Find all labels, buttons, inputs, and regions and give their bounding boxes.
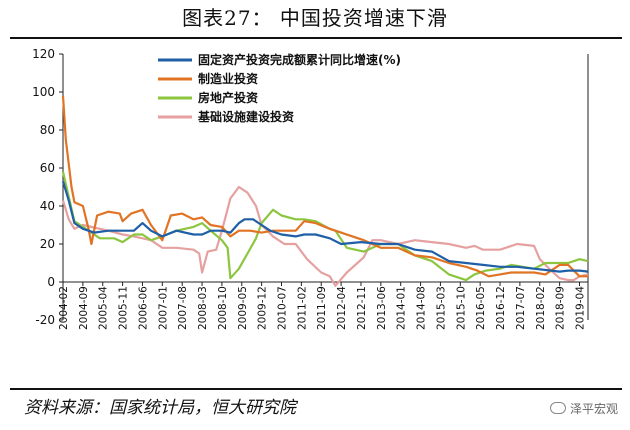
series-line (61, 171, 589, 282)
x-tick-label: 2006-06 (137, 286, 149, 330)
x-tick-label: 2015-03 (435, 286, 447, 330)
frame-bottom-rule (10, 388, 622, 390)
x-tick-label: 2005-11 (118, 286, 130, 330)
x-tick-label: 2005-04 (98, 286, 110, 330)
x-tick-label: 2013-06 (376, 286, 388, 330)
x-tick-label: 2018-09 (555, 286, 567, 330)
legend-label: 制造业投资 (198, 71, 258, 86)
wechat-icon (549, 402, 566, 414)
series-line (61, 180, 589, 273)
y-tick-label: 20 (40, 237, 55, 251)
axes-layer: -20 0 20 40 60 80 100 120 2004-02 2004-09 2005-04 2… (32, 47, 589, 330)
x-tick-label: 2016-12 (495, 286, 507, 330)
legend-label: 房地产投资 (198, 90, 258, 105)
x-tick-label: 2009-12 (257, 286, 269, 330)
y-tick-label: 100 (32, 85, 55, 99)
x-tick-label: 2018-02 (535, 286, 547, 330)
series-line (61, 95, 588, 278)
x-tick-label: 2007-01 (157, 286, 169, 330)
x-tick-label: 2019-04 (574, 286, 586, 330)
x-tick-label: 2012-04 (336, 286, 348, 330)
x-tick-label: 2014-08 (416, 286, 428, 330)
x-tick-label: 2014-01 (396, 286, 408, 330)
x-tick-label: 2010-07 (277, 286, 289, 330)
x-tick-label: 2004-02 (58, 286, 70, 330)
watermark-text: 泽平宏观 (569, 402, 618, 416)
x-tick-label: 2008-03 (197, 286, 209, 330)
source-note: 资料来源：国家统计局，恒大研究院 (24, 398, 296, 418)
x-tick-label: 2012-11 (356, 286, 368, 330)
frame-top-rule (10, 37, 622, 39)
x-tick-label: 2009-05 (237, 286, 249, 330)
investment-line-chart: -20 0 20 40 60 80 100 120 2004-02 2004-09 2005-04 2… (32, 47, 589, 330)
legend-label: 基础设施建设投资 (197, 109, 294, 124)
x-tick-label: 2011-09 (316, 286, 328, 330)
x-tick-label: 2008-10 (217, 286, 229, 330)
x-tick-label: 2007-08 (177, 286, 189, 330)
x-tick-label: 2015-10 (455, 286, 467, 330)
legend-label: 固定资产投资完成额累计同比增速(%) (198, 52, 401, 67)
y-tick-label: 120 (32, 47, 55, 61)
x-tick-label: 2011-02 (296, 286, 308, 330)
y-tick-label: 80 (40, 123, 55, 137)
x-tick-label: 2017-07 (515, 286, 527, 330)
series-layer (61, 95, 589, 287)
y-tick-label: 0 (47, 275, 55, 289)
page-title: 图表27： 中国投资增速下滑 (182, 6, 448, 30)
y-tick-label: -20 (35, 313, 55, 327)
x-tick-label: 2004-09 (78, 286, 90, 330)
watermark: 泽平宏观 (549, 400, 618, 417)
x-tick-label: 2016-05 (475, 286, 487, 330)
series-line (61, 185, 589, 287)
y-tick-label: 60 (40, 161, 55, 175)
y-tick-label: 40 (40, 199, 55, 213)
